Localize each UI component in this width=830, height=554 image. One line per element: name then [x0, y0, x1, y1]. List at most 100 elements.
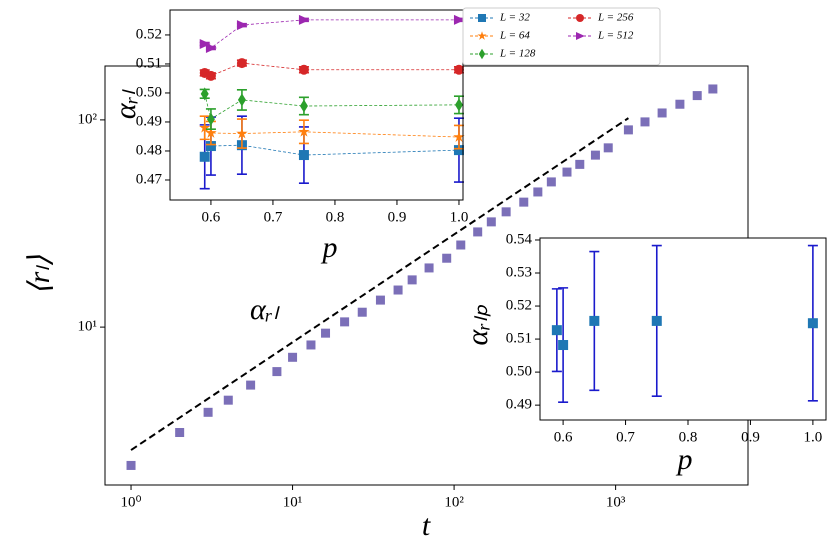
marker [453, 145, 464, 156]
x-tick-label: 0.9 [741, 429, 760, 445]
marker [657, 108, 667, 118]
marker [501, 207, 511, 217]
y-axis-label: αᵣₗ [109, 89, 142, 119]
y-tick-label: 0.49 [506, 397, 532, 413]
x-tick-label: 10³ [606, 494, 626, 510]
marker [407, 275, 417, 285]
plot-frame [169, 9, 464, 201]
marker [486, 217, 496, 227]
legend-marker [478, 14, 486, 22]
marker [298, 150, 309, 161]
marker [640, 117, 650, 127]
marker [175, 428, 185, 438]
marker [236, 20, 248, 31]
marker [375, 295, 385, 305]
marker [236, 58, 247, 69]
marker [473, 227, 483, 237]
marker [623, 125, 633, 135]
marker [205, 43, 217, 53]
marker [298, 64, 309, 75]
y-axis-label: ⟨rₗ⟩ [23, 255, 56, 295]
y-tick-label: 0.50 [136, 84, 162, 100]
legend-label: L = 512 [597, 30, 634, 42]
marker [424, 263, 434, 273]
x-tick-label: 10¹ [283, 494, 303, 510]
legend-box [462, 7, 661, 66]
y-tick-label: 0.51 [506, 331, 532, 347]
x-tick-label: 0.8 [679, 429, 698, 445]
marker [126, 460, 136, 470]
marker [306, 340, 316, 350]
series-line [204, 144, 459, 157]
marker [199, 121, 211, 133]
marker [453, 14, 465, 25]
marker [590, 150, 600, 160]
marker [453, 64, 464, 75]
y-tick-label: 0.49 [136, 113, 162, 129]
x-tick-label: 0.7 [264, 209, 283, 225]
y-tick-label: 0.54 [506, 231, 533, 247]
marker [321, 328, 331, 338]
legend-marker [576, 14, 584, 22]
marker [298, 125, 310, 137]
reference-line [130, 117, 629, 451]
marker [442, 253, 452, 263]
y-tick-label: 0.48 [136, 142, 162, 158]
marker [205, 126, 217, 138]
legend-marker [477, 31, 487, 40]
x-tick-label: 0.6 [554, 429, 573, 445]
x-tick-label: 0.7 [616, 429, 635, 445]
marker [558, 340, 569, 351]
marker [205, 70, 216, 81]
marker [708, 84, 718, 94]
x-axis-label: p [676, 443, 693, 476]
y-tick-label: 0.52 [136, 26, 162, 42]
marker [199, 151, 210, 162]
marker [589, 315, 600, 326]
marker [237, 93, 246, 107]
marker [199, 38, 211, 49]
y-tick-label: 0.52 [506, 297, 532, 313]
marker [272, 367, 282, 377]
marker [288, 352, 298, 362]
x-tick-label: 1.0 [450, 209, 469, 225]
x-tick-label: 10² [444, 494, 464, 510]
marker [236, 127, 248, 139]
marker [651, 315, 662, 326]
marker [603, 143, 613, 153]
y-tick-label: 0.50 [506, 364, 532, 380]
marker [299, 99, 308, 113]
y-tick-label: 0.53 [506, 264, 532, 280]
marker [246, 380, 256, 390]
legend-label: L = 32 [499, 12, 530, 24]
plot-area [170, 10, 463, 200]
marker [551, 325, 562, 336]
x-tick-label: 1.0 [804, 429, 823, 445]
marker [206, 112, 215, 126]
x-tick-label: 10⁰ [121, 494, 142, 510]
x-axis-label: p [321, 231, 338, 264]
x-tick-label: 0.9 [388, 209, 407, 225]
y-tick-label: 0.47 [136, 171, 163, 187]
marker [692, 91, 702, 101]
marker [575, 159, 585, 169]
marker [456, 240, 466, 250]
marker [223, 395, 233, 405]
x-tick-label: 0.8 [326, 209, 345, 225]
legend-label: L = 256 [597, 12, 634, 24]
plot-area [540, 238, 826, 420]
legend-label: L = 64 [499, 30, 530, 42]
marker [298, 14, 310, 25]
annotation: αᵣₗ [250, 293, 280, 326]
y-tick-label: 10² [78, 111, 98, 127]
legend-marker [478, 48, 486, 60]
marker [200, 87, 209, 101]
y-tick-label: 10¹ [78, 319, 98, 335]
x-axis-label: t [422, 509, 431, 542]
marker [675, 99, 685, 109]
marker [546, 177, 556, 187]
marker [562, 167, 572, 177]
marker [533, 187, 543, 197]
